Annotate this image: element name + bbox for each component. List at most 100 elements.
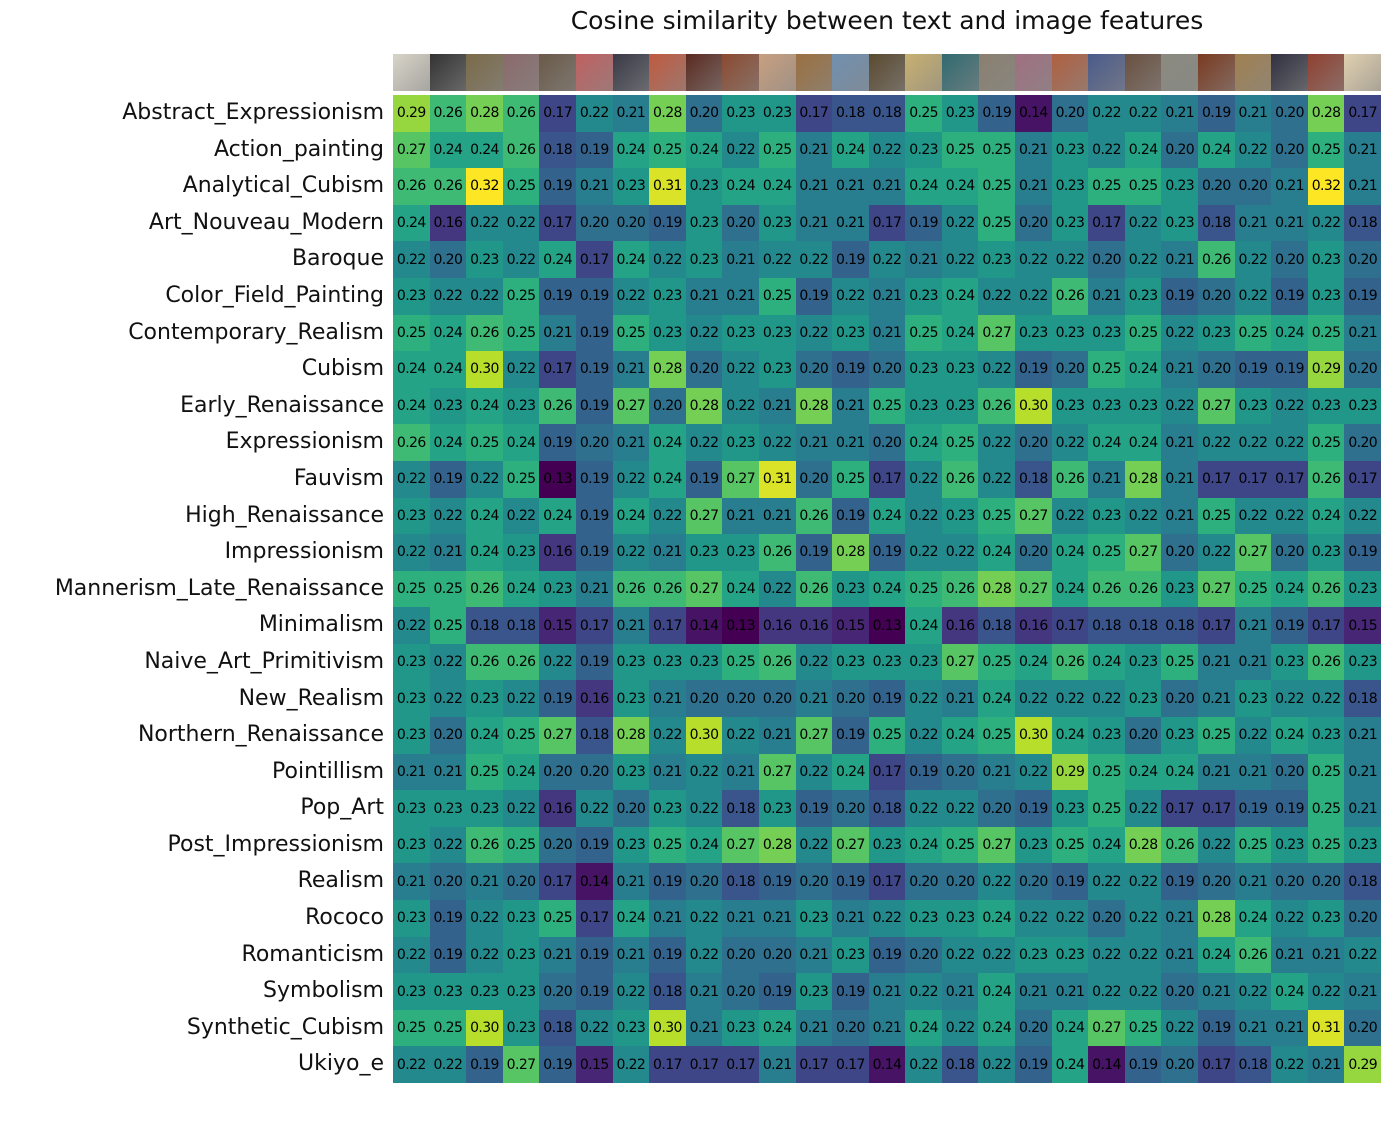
heatmap-cell: 0.21 <box>649 753 686 791</box>
heatmap-cell: 0.24 <box>978 973 1016 1010</box>
heatmap-cell: 0.23 <box>758 95 796 132</box>
heatmap-cell: 0.20 <box>685 863 723 901</box>
heatmap-cell: 0.19 <box>429 460 467 498</box>
heatmap-cell: 0.23 <box>393 497 430 535</box>
row-label: Fauvism <box>293 465 384 491</box>
heatmap-cell: 0.21 <box>612 607 650 644</box>
heatmap-cell: 0.22 <box>868 241 906 278</box>
heatmap-cell: 0.24 <box>1051 534 1089 571</box>
heatmap-cell: 0.19 <box>1344 277 1381 315</box>
heatmap-cell: 0.20 <box>1161 131 1199 169</box>
heatmap-cell: 0.21 <box>758 717 796 754</box>
heatmap-cell: 0.25 <box>1307 314 1345 352</box>
heatmap-cell: 0.21 <box>1344 973 1381 1010</box>
heatmap-cell: 0.17 <box>1234 460 1272 498</box>
heatmap-cell: 0.23 <box>393 680 430 718</box>
heatmap-cell: 0.22 <box>1234 717 1272 754</box>
heatmap-cell: 0.28 <box>758 826 796 864</box>
heatmap-cell: 0.25 <box>1307 826 1345 864</box>
heatmap-cell: 0.23 <box>1307 900 1345 937</box>
heatmap-cell: 0.19 <box>795 277 833 315</box>
heatmap-cell: 0.24 <box>905 826 942 864</box>
heatmap-cell: 0.21 <box>1161 497 1199 535</box>
heatmap-cell: 0.21 <box>1234 753 1272 791</box>
heatmap-cell: 0.20 <box>429 717 467 754</box>
heatmap-cell: 0.22 <box>905 534 942 571</box>
heatmap-cell: 0.25 <box>429 607 467 644</box>
heatmap-cell: 0.22 <box>649 497 686 535</box>
heatmap-cell: 0.31 <box>1307 1009 1345 1047</box>
heatmap-cell: 0.20 <box>1088 241 1125 278</box>
row-label: Post_Impressionism <box>167 831 384 857</box>
heatmap-cell: 0.21 <box>832 900 869 937</box>
heatmap-cell: 0.25 <box>868 387 906 425</box>
heatmap-cell: 0.22 <box>502 204 540 242</box>
image-thumbnail <box>832 54 869 91</box>
heatmap-cell: 0.18 <box>1015 460 1052 498</box>
heatmap-cell: 0.21 <box>393 753 430 791</box>
heatmap-cell: 0.13 <box>868 607 906 644</box>
heatmap-cell: 0.23 <box>685 534 723 571</box>
heatmap-cell: 0.21 <box>1161 241 1199 278</box>
heatmap-cell: 0.25 <box>393 570 430 608</box>
row-label: Baroque <box>291 246 384 272</box>
heatmap-cell: 0.24 <box>1161 753 1199 791</box>
heatmap-cell: 0.23 <box>1015 826 1052 864</box>
heatmap-cell: 0.19 <box>832 241 869 278</box>
heatmap-cell: 0.23 <box>832 314 869 352</box>
heatmap-cell: 0.22 <box>758 241 796 278</box>
heatmap-cell: 0.23 <box>1124 387 1162 425</box>
heatmap-cell: 0.27 <box>1198 387 1235 425</box>
heatmap-cell: 0.24 <box>978 900 1016 937</box>
heatmap-cell: 0.25 <box>905 570 942 608</box>
heatmap-cell: 0.23 <box>1088 387 1125 425</box>
heatmap-cell: 0.22 <box>941 1009 979 1047</box>
heatmap-cell: 0.24 <box>502 753 540 791</box>
heatmap-cell: 0.24 <box>1088 424 1125 461</box>
heatmap-cell: 0.27 <box>539 717 576 754</box>
image-thumbnail <box>429 54 467 91</box>
heatmap-cell: 0.22 <box>1088 973 1125 1010</box>
heatmap-cell: 0.19 <box>685 460 723 498</box>
heatmap-cell: 0.21 <box>1234 643 1272 681</box>
heatmap-cell: 0.21 <box>1234 607 1272 644</box>
heatmap-cell: 0.24 <box>905 1009 942 1047</box>
heatmap-cell: 0.28 <box>1198 900 1235 937</box>
heatmap-cell: 0.25 <box>539 900 576 937</box>
heatmap-cell: 0.22 <box>1124 973 1162 1010</box>
heatmap-cell: 0.26 <box>1198 241 1235 278</box>
heatmap-cell: 0.21 <box>868 168 906 205</box>
heatmap-cell: 0.15 <box>832 607 869 644</box>
heatmap-cell: 0.22 <box>1015 277 1052 315</box>
heatmap-cell: 0.24 <box>393 204 430 242</box>
heatmap-cell: 0.22 <box>941 790 979 827</box>
heatmap-cell: 0.23 <box>832 643 869 681</box>
heatmap-cell: 0.23 <box>1088 314 1125 352</box>
heatmap-cell: 0.21 <box>393 863 430 901</box>
heatmap-cell: 0.20 <box>539 973 576 1010</box>
heatmap-cell: 0.25 <box>868 717 906 754</box>
image-thumbnail <box>502 54 540 91</box>
row-label: Rococo <box>305 905 384 931</box>
heatmap-cell: 0.24 <box>429 314 467 352</box>
heatmap-cell: 0.22 <box>685 900 723 937</box>
heatmap-cell: 0.22 <box>393 241 430 278</box>
heatmap-cell: 0.26 <box>393 168 430 205</box>
row-label: Symbolism <box>263 978 384 1004</box>
heatmap-cell: 0.22 <box>978 277 1016 315</box>
heatmap-cell: 0.22 <box>795 314 833 352</box>
heatmap-cell: 0.24 <box>466 497 503 535</box>
heatmap-cell: 0.24 <box>1051 1046 1089 1083</box>
heatmap-cell: 0.22 <box>832 277 869 315</box>
heatmap-cell: 0.32 <box>1307 168 1345 205</box>
heatmap-cell: 0.21 <box>429 534 467 571</box>
heatmap-cell: 0.20 <box>1344 424 1381 461</box>
heatmap-cell: 0.20 <box>795 863 833 901</box>
heatmap-cell: 0.20 <box>575 424 613 461</box>
heatmap-cell: 0.22 <box>868 900 906 937</box>
heatmap-cell: 0.23 <box>1161 717 1199 754</box>
heatmap-cell: 0.22 <box>795 753 833 791</box>
heatmap-cell: 0.21 <box>1344 314 1381 352</box>
heatmap-cell: 0.22 <box>758 570 796 608</box>
heatmap-cell: 0.22 <box>502 680 540 718</box>
